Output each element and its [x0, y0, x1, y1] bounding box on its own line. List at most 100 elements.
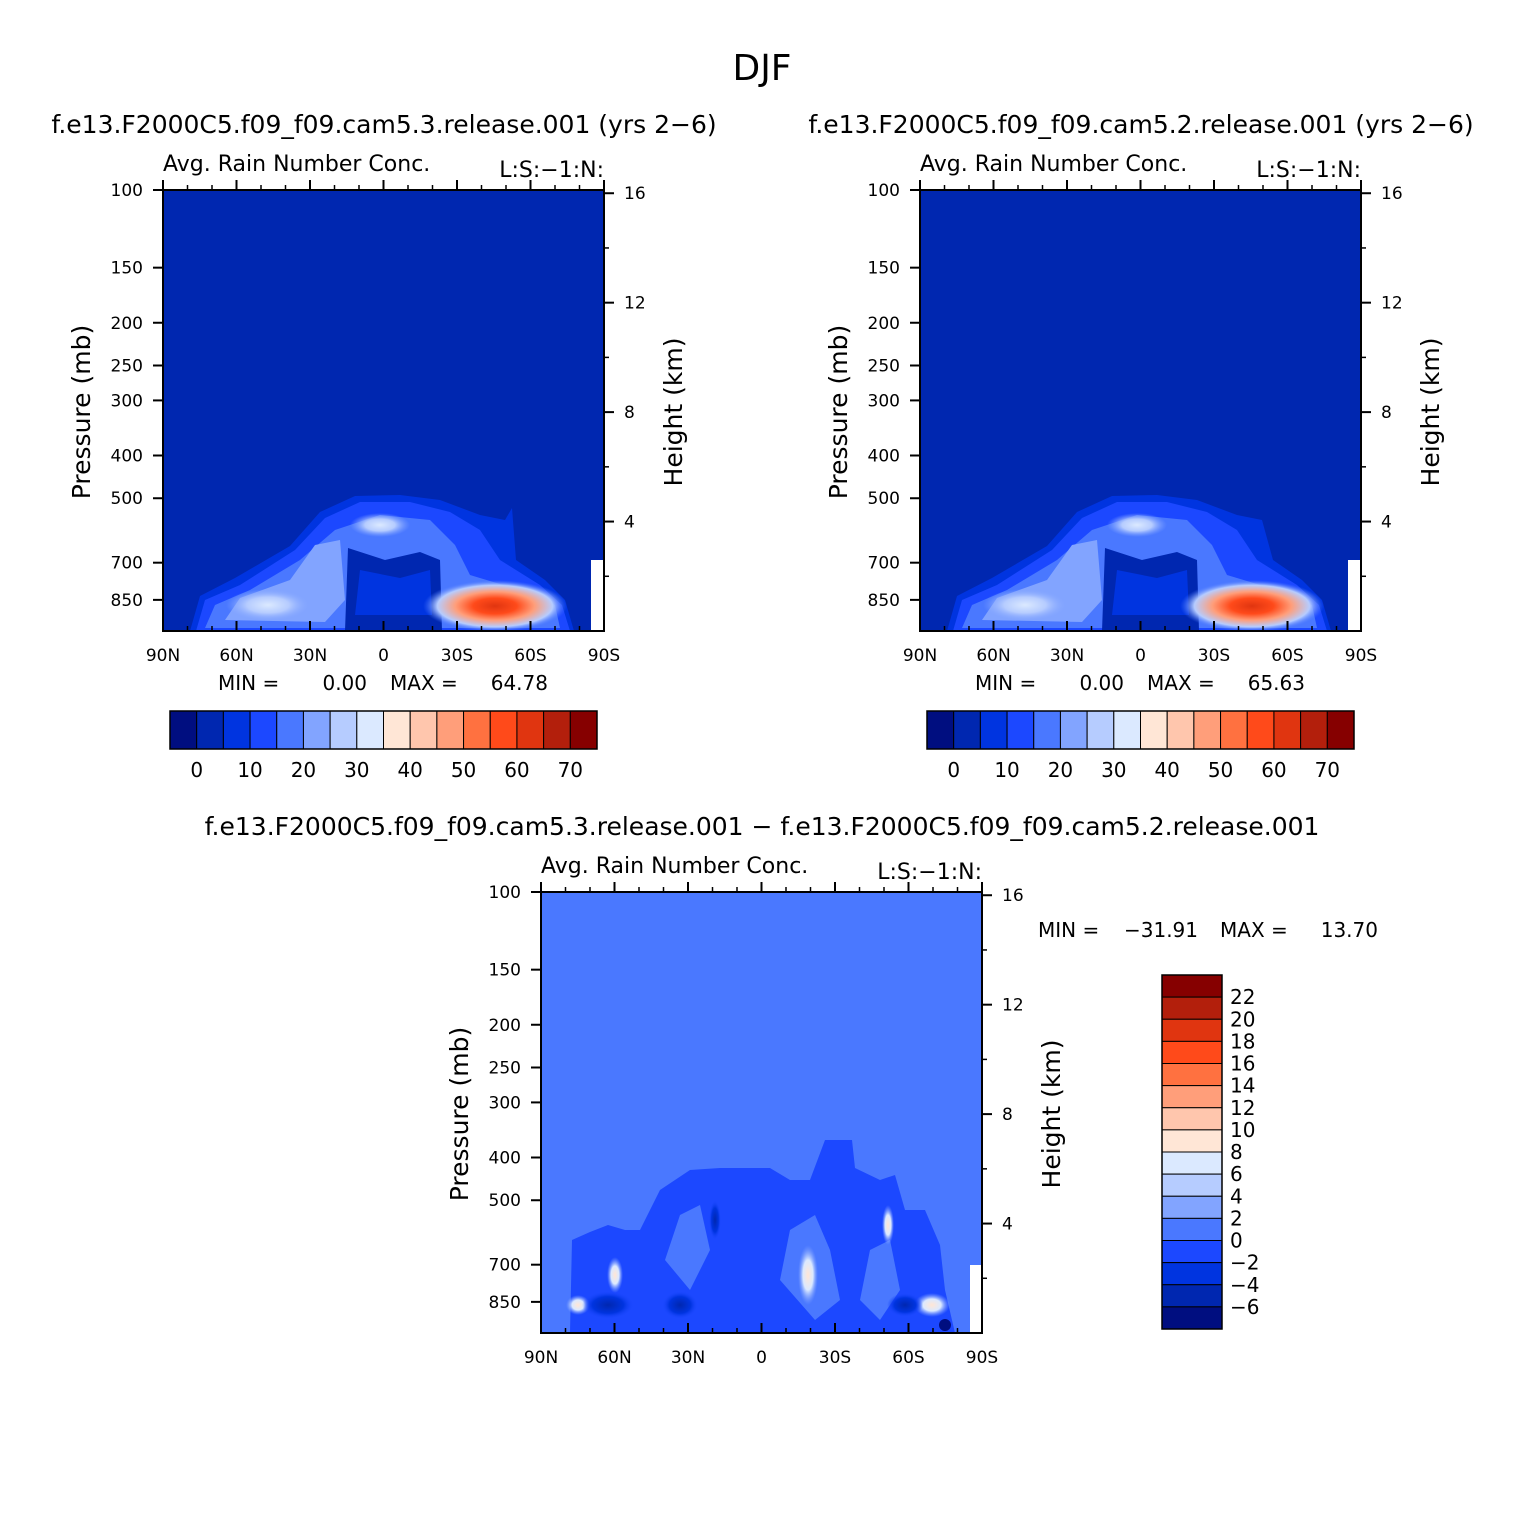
- y-tick-label: 400: [489, 1149, 521, 1169]
- x-tick-label: 30S: [441, 646, 473, 666]
- colorbar-swatch: [1161, 1063, 1223, 1087]
- colorbar-frame: [1161, 974, 1223, 1330]
- colorbar-swatch: [356, 710, 384, 750]
- panel-3-negative-2: [887, 1293, 923, 1317]
- y-tick-label: 150: [111, 259, 143, 279]
- panel-2: Avg. Rain Number Conc. L:S:−1:N: 90N 60N 3…: [824, 152, 1445, 782]
- panel-3-title: Avg. Rain Number Conc.: [541, 854, 808, 879]
- panel-2-corner-label: L:S:−1:N:: [1256, 158, 1361, 183]
- colorbar-swatch: [489, 710, 518, 750]
- panel-1-axes: 90N 60N 30N 0 30S 60S 90S 100 150 200 250 300 400 500…: [111, 180, 646, 666]
- panel-2-header: f.e13.F2000C5.f09_f09.cam5.2.release.001…: [808, 110, 1473, 139]
- colorbar-label: 40: [1154, 758, 1179, 782]
- colorbar-label: 12: [1230, 1096, 1255, 1120]
- colorbar-label: 6: [1230, 1162, 1243, 1186]
- panel-3-negative-3: [709, 1200, 721, 1240]
- panel-3-field: [541, 892, 982, 1333]
- colorbar-label: 16: [1230, 1052, 1255, 1076]
- colorbar-swatch: [1300, 710, 1328, 750]
- x-tick-label: 30S: [1198, 646, 1230, 666]
- panel-2-y2label: Height (km): [1416, 338, 1445, 487]
- panel-2-axes: 90N 60N 30N 0 30S 60S 90S 100 150 200 250 300 400 500…: [868, 180, 1403, 666]
- panel-1-min-value: 0.00: [322, 671, 367, 695]
- colorbar-swatch: [979, 710, 1008, 750]
- y-tick-label: 300: [868, 391, 900, 411]
- panel-1-max-label: MAX =: [390, 671, 458, 695]
- season-title: DJF: [732, 48, 791, 89]
- y-tick-label: 200: [868, 314, 900, 334]
- colorbar-label: 60: [504, 758, 529, 782]
- difference-header: f.e13.F2000C5.f09_f09.cam5.3.release.001…: [205, 812, 1320, 841]
- colorbar-swatch: [1059, 710, 1088, 750]
- panel-1-colorbar: 0 10 20 30 40 50 60 70: [169, 710, 598, 782]
- colorbar-swatch: [1326, 710, 1355, 750]
- x-tick-label: 60N: [976, 646, 1010, 666]
- colorbar-label: 20: [1048, 758, 1073, 782]
- colorbar-frame: [926, 710, 1355, 750]
- colorbar-label: 70: [558, 758, 583, 782]
- colorbar-label: 2: [1230, 1206, 1243, 1230]
- y-tick-label: 250: [489, 1058, 521, 1078]
- colorbar-swatch: [329, 710, 358, 750]
- panel-2-pale-core-1: [983, 589, 1067, 621]
- y-tick-label: 850: [489, 1293, 521, 1313]
- colorbar-swatch: [436, 710, 465, 750]
- colorbar-swatch: [169, 710, 198, 750]
- colorbar-swatch: [276, 710, 304, 750]
- x-tick-label: 30N: [1050, 646, 1084, 666]
- panel-1-title: Avg. Rain Number Conc.: [163, 152, 430, 177]
- x-tick-label: 0: [1135, 646, 1146, 666]
- panel-2-tropical-low-core: [1112, 570, 1189, 615]
- colorbar-swatch: [1161, 1173, 1223, 1197]
- panel-1-tropical-low-core: [355, 570, 432, 615]
- colorbar-swatch: [926, 710, 955, 750]
- x-tick-label: 30S: [819, 1348, 851, 1368]
- panel-3-ylabel: Pressure (mb): [445, 1027, 474, 1201]
- y-tick-label: 850: [868, 591, 900, 611]
- colorbar-swatch: [1033, 710, 1061, 750]
- colorbar-swatch: [1161, 1240, 1223, 1264]
- colorbar-swatch: [1161, 1262, 1223, 1286]
- panel-1-header: f.e13.F2000C5.f09_f09.cam5.3.release.001…: [51, 110, 716, 139]
- colorbar-label: 50: [1208, 758, 1233, 782]
- colorbar-swatch: [1161, 1306, 1223, 1330]
- panel-3-positive-4: [607, 1257, 623, 1293]
- colorbar-swatch: [569, 710, 598, 750]
- y2-tick-label: 4: [1002, 1215, 1013, 1235]
- colorbar-swatch: [1161, 974, 1223, 998]
- x-tick-label: 60S: [892, 1348, 924, 1368]
- y2-tick-label: 12: [1002, 996, 1024, 1016]
- panel-2-colorbar: 0 10 20 30 40 50 60 70: [926, 710, 1355, 782]
- y2-tick-label: 8: [1002, 1105, 1013, 1125]
- panel-3-axes: 90N 60N 30N 0 30S 60S 90S 100 150 200 250 300 400 500…: [489, 882, 1024, 1368]
- colorbar-label: 4: [1230, 1184, 1243, 1208]
- y-tick-label: 500: [111, 489, 143, 509]
- colorbar-swatch: [1161, 996, 1223, 1020]
- colorbar-swatch: [1161, 1040, 1223, 1064]
- x-tick-label: 90S: [588, 646, 620, 666]
- x-tick-label: 90N: [903, 646, 937, 666]
- colorbar-swatch: [1161, 1217, 1223, 1241]
- y-tick-label: 700: [111, 554, 143, 574]
- y-tick-label: 150: [868, 259, 900, 279]
- colorbar-label: −6: [1230, 1295, 1259, 1319]
- panel-1-missing-data: [591, 560, 604, 631]
- colorbar-label: −4: [1230, 1273, 1259, 1297]
- x-tick-label: 60N: [597, 1348, 631, 1368]
- x-tick-label: 90S: [1345, 646, 1377, 666]
- x-tick-label: 60S: [514, 646, 546, 666]
- colorbar-label: 10: [994, 758, 1019, 782]
- panel-3-anomaly-region: [570, 1140, 955, 1333]
- panel-2-southern-max: [1180, 580, 1324, 631]
- colorbar-label: 60: [1261, 758, 1286, 782]
- colorbar-swatch: [463, 710, 491, 750]
- panel-2-min-label: MIN =: [975, 671, 1036, 695]
- y-tick-label: 300: [111, 391, 143, 411]
- panel-1-southern-max: [423, 580, 567, 631]
- y-tick-label: 300: [489, 1093, 521, 1113]
- colorbar-label: 14: [1230, 1074, 1255, 1098]
- x-tick-label: 30N: [671, 1348, 705, 1368]
- panel-2-max-label: MAX =: [1147, 671, 1215, 695]
- y-tick-label: 700: [868, 554, 900, 574]
- y2-tick-label: 16: [1381, 184, 1403, 204]
